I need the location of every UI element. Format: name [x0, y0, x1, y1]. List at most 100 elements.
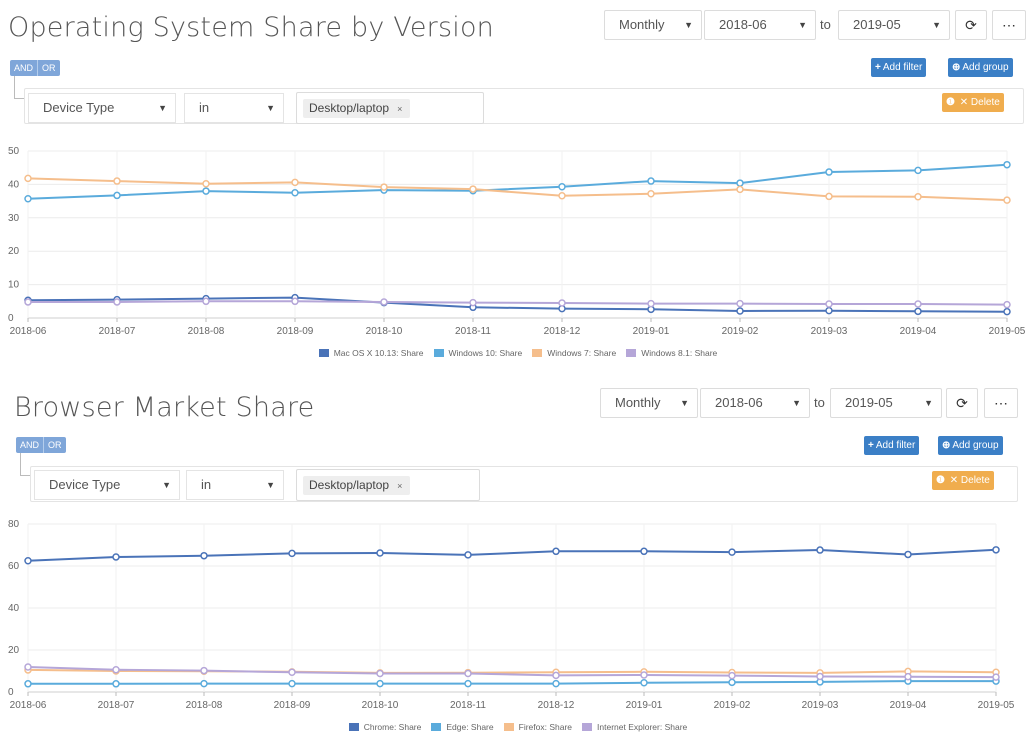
from-date-select[interactable]: 2018-06 ▼ [700, 388, 810, 418]
data-point[interactable] [1003, 300, 1011, 309]
period-select[interactable]: Monthly ▼ [604, 10, 702, 40]
data-point[interactable] [24, 195, 32, 203]
data-point[interactable] [200, 679, 208, 688]
data-point[interactable] [904, 672, 912, 681]
data-point[interactable] [825, 168, 833, 176]
data-point[interactable] [24, 174, 32, 183]
data-point[interactable] [291, 297, 299, 306]
data-point[interactable] [992, 673, 1000, 681]
filter-field-select[interactable]: Device Type ▼ [34, 470, 180, 500]
data-point[interactable] [376, 549, 384, 557]
data-point[interactable] [728, 678, 736, 687]
data-point[interactable] [558, 182, 566, 191]
data-point[interactable] [1003, 160, 1011, 169]
data-point[interactable] [112, 665, 120, 674]
add-filter-button[interactable]: + Add filter [871, 58, 927, 77]
legend-item[interactable]: Firefox: Share [503, 722, 572, 732]
add-filter-button[interactable]: + Add filter [864, 436, 920, 455]
data-point[interactable] [728, 548, 736, 556]
remove-tag-icon[interactable]: × [397, 104, 403, 114]
legend-item[interactable]: Windows 10: Share [433, 348, 522, 358]
legend-item[interactable]: Windows 7: Share [532, 348, 616, 358]
and-option[interactable]: AND [20, 440, 40, 450]
data-point[interactable] [380, 183, 388, 191]
legend-item[interactable]: Mac OS X 10.13: Share [318, 348, 424, 358]
legend-item[interactable]: Chrome: Share [348, 722, 421, 732]
or-option[interactable]: OR [43, 437, 66, 453]
data-point[interactable] [816, 672, 824, 681]
data-point[interactable] [1003, 307, 1011, 316]
delete-button[interactable]: ❶ ✕ Delete [942, 93, 1004, 112]
data-point[interactable] [1003, 196, 1011, 204]
data-point[interactable] [113, 177, 121, 185]
and-or-toggle[interactable]: AND OR [16, 437, 66, 453]
filter-operator-select[interactable]: in ▼ [184, 93, 284, 123]
data-point[interactable] [552, 547, 560, 556]
data-point[interactable] [552, 679, 560, 688]
series-line-chrome-share[interactable] [27, 548, 997, 562]
filter-operator-select[interactable]: in ▼ [186, 470, 284, 500]
data-point[interactable] [24, 298, 32, 306]
data-point[interactable] [914, 307, 922, 316]
data-point[interactable] [288, 668, 296, 677]
more-button[interactable]: ⋯ [992, 10, 1026, 40]
data-point[interactable] [992, 546, 1000, 554]
data-point[interactable] [736, 299, 744, 308]
data-point[interactable] [24, 663, 32, 671]
data-point[interactable] [640, 547, 648, 556]
period-select[interactable]: Monthly ▼ [600, 388, 698, 418]
data-point[interactable] [647, 190, 655, 198]
data-point[interactable] [736, 307, 744, 315]
legend-item[interactable]: Internet Explorer: Share [582, 722, 687, 732]
data-point[interactable] [376, 669, 384, 678]
filter-field-select[interactable]: Device Type ▼ [28, 93, 176, 123]
data-point[interactable] [469, 298, 477, 307]
data-point[interactable] [469, 185, 477, 193]
data-point[interactable] [288, 549, 296, 558]
data-point[interactable] [825, 192, 833, 201]
data-point[interactable] [914, 193, 922, 201]
or-option[interactable]: OR [37, 60, 60, 76]
to-date-select[interactable]: 2019-05 ▼ [830, 388, 942, 418]
refresh-button[interactable]: ⟳ [955, 10, 987, 40]
and-or-toggle[interactable]: AND OR [10, 60, 60, 76]
and-option[interactable]: AND [14, 63, 34, 73]
add-group-button[interactable]: ⊕ Add group [948, 58, 1013, 77]
data-point[interactable] [113, 191, 121, 200]
data-point[interactable] [640, 679, 648, 687]
series-line-internet-explorer-share[interactable] [27, 666, 997, 679]
data-point[interactable] [647, 299, 655, 308]
data-point[interactable] [825, 306, 833, 315]
data-point[interactable] [904, 550, 912, 559]
data-point[interactable] [640, 671, 648, 679]
legend-item[interactable]: Edge: Share [431, 722, 494, 732]
data-point[interactable] [376, 679, 384, 688]
data-point[interactable] [647, 177, 655, 185]
data-point[interactable] [24, 680, 32, 688]
data-point[interactable] [291, 189, 299, 197]
data-point[interactable] [825, 300, 833, 308]
data-point[interactable] [202, 187, 210, 195]
more-button[interactable]: ⋯ [984, 388, 1018, 418]
data-point[interactable] [202, 179, 210, 188]
data-point[interactable] [291, 178, 299, 187]
data-point[interactable] [464, 669, 472, 678]
add-group-button[interactable]: ⊕ Add group [938, 436, 1003, 455]
series-line-windows-10-share[interactable] [27, 163, 1008, 200]
data-point[interactable] [914, 166, 922, 175]
data-point[interactable] [816, 546, 824, 554]
refresh-button[interactable]: ⟳ [946, 388, 978, 418]
remove-tag-icon[interactable]: × [397, 481, 403, 491]
data-point[interactable] [288, 679, 296, 688]
from-date-select[interactable]: 2018-06 ▼ [704, 10, 816, 40]
legend-item[interactable]: Windows 8.1: Share [626, 348, 717, 358]
filter-value-input[interactable]: Desktop/laptop × [296, 92, 484, 124]
data-point[interactable] [464, 551, 472, 559]
data-point[interactable] [112, 553, 120, 561]
data-point[interactable] [558, 299, 566, 307]
data-point[interactable] [200, 666, 208, 675]
data-point[interactable] [200, 551, 208, 560]
series-line-mac-os-x-10-13-share[interactable] [27, 296, 1008, 313]
data-point[interactable] [558, 192, 566, 200]
data-point[interactable] [914, 300, 922, 308]
